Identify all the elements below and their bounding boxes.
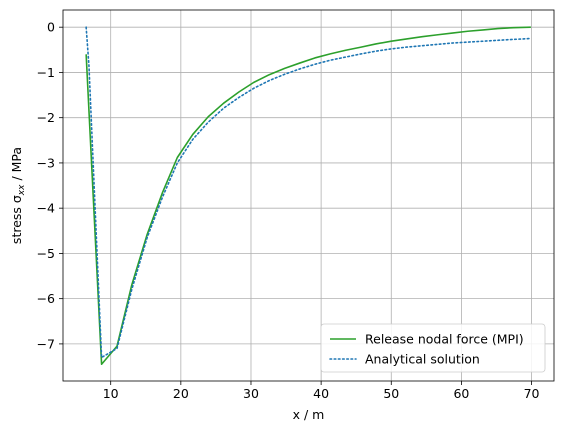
y-tick-label: −1 xyxy=(37,65,55,80)
y-tick-label: −2 xyxy=(37,110,55,125)
y-axis-label-suffix: / MPa xyxy=(9,147,24,185)
x-tick-label: 60 xyxy=(453,386,469,401)
y-tick-label: −6 xyxy=(37,291,55,306)
legend-box xyxy=(320,323,546,373)
series-line-2 xyxy=(85,26,532,359)
legend-label-2: Analytical solution xyxy=(365,352,480,367)
x-tick-label: 50 xyxy=(383,386,399,401)
x-tick-label: 40 xyxy=(313,386,329,401)
legend: Release nodal force (MPI) Analytical solu… xyxy=(320,323,546,373)
y-tick-label: −4 xyxy=(37,201,55,216)
y-tick-label: −5 xyxy=(37,246,55,261)
y-tick-label: 0 xyxy=(47,20,55,35)
x-tick-label: 20 xyxy=(173,386,189,401)
y-axis-ticks: 0 −1 −2 −3 −4 −5 −6 −7 xyxy=(37,20,63,351)
y-tick-label: −3 xyxy=(37,155,55,170)
y-tick-label: −7 xyxy=(37,336,55,351)
x-axis-ticks: 10 20 30 40 50 60 70 xyxy=(103,381,540,401)
grid-lines xyxy=(63,10,554,381)
series-layer xyxy=(85,26,532,366)
series-line-1 xyxy=(85,26,531,366)
y-axis-label: stress σxx / MPa xyxy=(9,147,27,244)
x-axis-label: x / m xyxy=(293,407,325,422)
x-tick-label: 10 xyxy=(103,386,119,401)
plot-frame xyxy=(62,9,555,382)
x-tick-label: 30 xyxy=(243,386,259,401)
legend-label-1: Release nodal force (MPI) xyxy=(365,332,524,347)
y-axis-label-subscript: xx xyxy=(17,184,27,196)
x-tick-label: 70 xyxy=(524,386,540,401)
y-axis-label-prefix: stress σ xyxy=(9,195,24,244)
